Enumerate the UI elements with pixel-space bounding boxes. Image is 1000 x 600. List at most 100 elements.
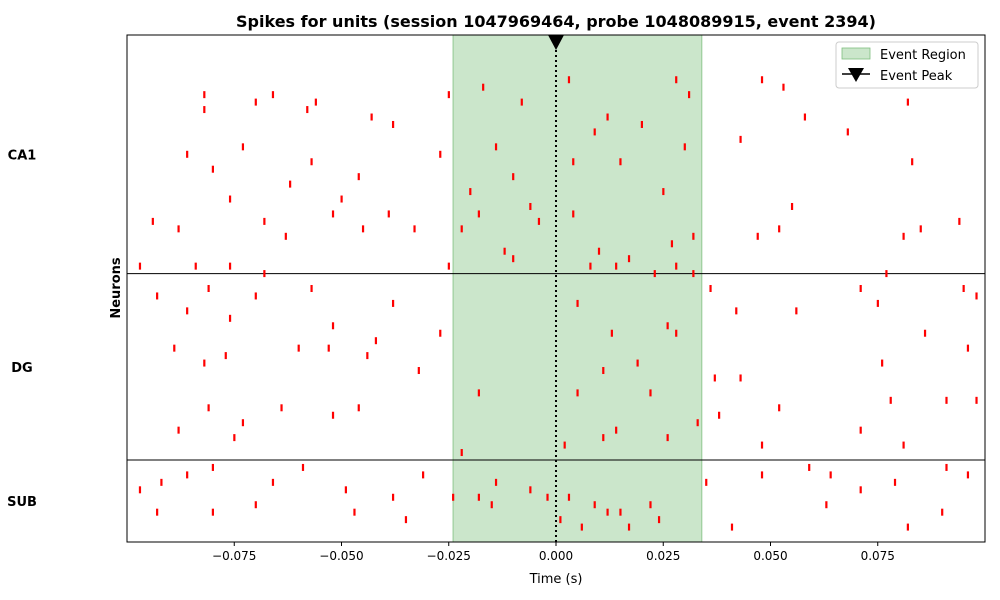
spike-mark xyxy=(576,299,579,307)
spike-mark xyxy=(310,285,313,292)
x-tick-label: 0.050 xyxy=(753,549,787,563)
spike-mark xyxy=(194,262,197,270)
spike-mark xyxy=(640,120,643,128)
event-peak-marker xyxy=(548,35,564,50)
spike-mark xyxy=(228,262,232,270)
spike-mark xyxy=(945,396,948,404)
spike-mark xyxy=(203,91,206,99)
spike-mark xyxy=(572,210,575,218)
spike-mark xyxy=(657,516,661,524)
region-label-ca1: CA1 xyxy=(8,148,37,163)
spike-mark xyxy=(602,367,605,375)
spike-mark xyxy=(975,292,978,300)
spike-mark xyxy=(482,83,485,91)
spike-mark xyxy=(627,523,631,531)
spike-mark xyxy=(203,359,206,367)
spike-mark xyxy=(460,225,463,233)
spike-mark xyxy=(490,501,493,509)
spike-mark xyxy=(512,173,515,181)
x-axis-ticks: −0.075 −0.050 −0.025 0.000 0.025 0.050 0.075 xyxy=(212,542,895,563)
region-label-dg: DG xyxy=(11,361,32,376)
spike-mark xyxy=(615,262,618,270)
spike-mark xyxy=(966,471,970,479)
spike-mark xyxy=(186,307,189,315)
spike-mark xyxy=(280,404,283,412)
spike-mark xyxy=(289,180,292,188)
spike-mark xyxy=(756,232,759,240)
spike-marks xyxy=(138,76,978,531)
spike-mark xyxy=(263,217,266,225)
spike-mark xyxy=(859,486,862,494)
spike-mark xyxy=(357,404,360,412)
spike-mark xyxy=(606,508,609,516)
spike-mark xyxy=(778,404,781,412)
legend-event-peak-label: Event Peak xyxy=(880,69,953,84)
spike-mark xyxy=(803,113,807,121)
spike-mark xyxy=(173,344,176,352)
spike-mark xyxy=(730,523,734,531)
legend-event-region-swatch xyxy=(841,47,871,60)
spike-mark xyxy=(675,76,678,84)
spike-mark xyxy=(546,493,549,501)
spike-mark xyxy=(881,359,884,367)
spike-mark xyxy=(138,486,142,494)
spike-mark xyxy=(297,344,300,352)
spike-mark xyxy=(760,471,764,479)
spike-mark xyxy=(876,299,879,307)
spike-mark xyxy=(353,508,356,516)
spike-mark xyxy=(606,113,609,121)
spike-mark xyxy=(177,225,180,233)
spike-mark xyxy=(340,195,343,203)
spike-mark xyxy=(576,389,579,397)
spike-mark xyxy=(615,426,618,434)
spike-mark xyxy=(559,516,562,524)
spike-mark xyxy=(529,202,532,210)
spike-mark xyxy=(413,225,416,233)
spike-mark xyxy=(718,411,721,419)
spike-mark xyxy=(829,471,832,479)
spike-mark xyxy=(271,478,275,486)
spike-mark xyxy=(254,98,257,106)
x-tick-label: −0.025 xyxy=(427,549,471,563)
spike-mark xyxy=(795,307,798,315)
spike-mark xyxy=(439,329,442,337)
spike-mark xyxy=(906,98,909,106)
spike-mark xyxy=(366,352,369,360)
spike-mark xyxy=(739,135,742,143)
spike-mark xyxy=(846,128,849,136)
region-labels: CA1 DG SUB xyxy=(7,148,37,510)
spike-mark xyxy=(790,202,794,210)
chart-title: Spikes for units (session 1047969464, pr… xyxy=(236,12,876,31)
spike-mark xyxy=(966,344,970,352)
spike-mark xyxy=(477,493,480,501)
legend-event-peak-marker xyxy=(848,68,864,82)
spike-mark xyxy=(735,307,738,315)
spike-mark xyxy=(666,322,669,330)
spike-mark xyxy=(902,441,905,449)
spike-mark xyxy=(156,508,159,516)
spike-mark xyxy=(241,143,245,151)
spike-mark xyxy=(619,158,622,166)
y-axis-label: Neurons xyxy=(109,257,124,319)
x-tick-label: −0.075 xyxy=(212,549,256,563)
spike-mark xyxy=(666,434,669,442)
spike-mark xyxy=(529,486,532,494)
x-tick-label: 0.075 xyxy=(861,549,895,563)
spike-mark xyxy=(160,478,163,486)
spike-mark xyxy=(683,143,686,151)
spike-mark xyxy=(760,441,764,449)
spike-mark xyxy=(825,501,828,509)
spike-mark xyxy=(211,165,214,173)
spike-mark xyxy=(306,106,309,114)
spike-mark xyxy=(233,434,236,442)
spike-mark xyxy=(859,426,862,434)
spike-mark xyxy=(494,143,498,151)
spike-mark xyxy=(469,188,472,196)
spike-mark xyxy=(589,262,592,270)
spike-mark xyxy=(477,389,480,397)
spike-mark xyxy=(460,449,463,457)
spike-mark xyxy=(391,299,395,307)
legend-event-region-label: Event Region xyxy=(880,48,966,63)
spike-mark xyxy=(597,247,601,255)
